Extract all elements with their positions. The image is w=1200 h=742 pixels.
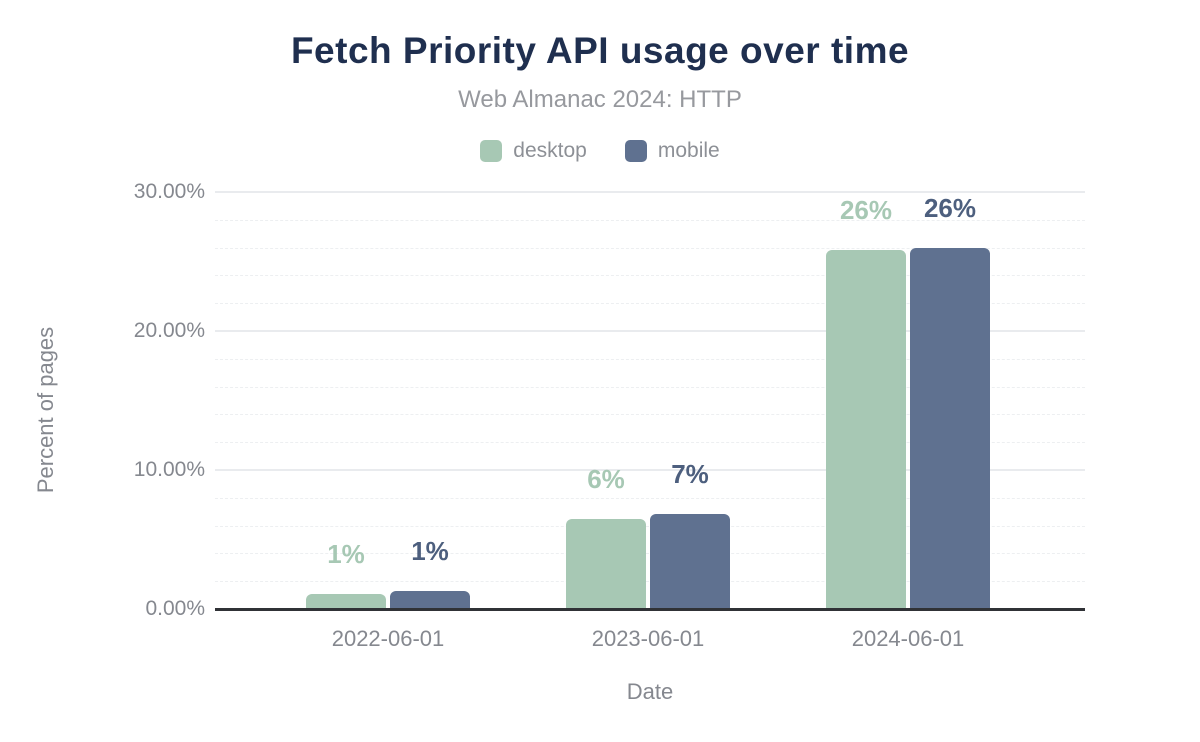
y-tick-label: 0.00%	[145, 597, 205, 620]
chart-subtitle: Web Almanac 2024: HTTP	[458, 86, 742, 113]
y-tick-label: 30.00%	[133, 180, 205, 203]
major-gridline	[215, 469, 1085, 471]
bar-value-label-mobile-2024-06-01: 26%	[923, 192, 977, 223]
bar-mobile-2024-06-01[interactable]	[910, 247, 990, 609]
y-tick-label: 20.00%	[133, 319, 205, 342]
x-axis-title: Date	[626, 679, 674, 704]
bar-desktop-2023-06-01[interactable]	[566, 518, 646, 609]
bar-desktop-2022-06-01[interactable]	[306, 593, 386, 609]
minor-gridline	[215, 303, 1085, 305]
legend-item-mobile[interactable]: mobile	[624, 139, 720, 163]
bar-value-label-desktop-2023-06-01: 6%	[587, 463, 625, 494]
legend-label-desktop: desktop	[513, 139, 587, 162]
legend: desktop mobile	[0, 139, 1200, 163]
x-tick-label: 2023-06-01	[591, 626, 705, 651]
mobile-swatch-icon	[624, 140, 647, 162]
minor-gridline	[215, 247, 1085, 249]
x-tick-label: 2024-06-01	[851, 626, 965, 651]
minor-gridline	[215, 219, 1085, 221]
bar-value-label-mobile-2023-06-01: 7%	[671, 459, 709, 490]
major-gridline	[215, 330, 1085, 332]
minor-gridline	[215, 358, 1085, 360]
bar-desktop-2024-06-01[interactable]	[826, 250, 906, 609]
minor-gridline	[215, 497, 1085, 499]
legend-item-desktop[interactable]: desktop	[480, 139, 587, 163]
bar-value-label-desktop-2024-06-01: 26%	[839, 195, 893, 226]
minor-gridline	[215, 414, 1085, 416]
desktop-swatch-icon	[480, 140, 503, 162]
y-axis-title: Percent of pages	[33, 326, 58, 494]
x-tick-label: 2022-06-01	[331, 626, 445, 651]
bar-mobile-2022-06-01[interactable]	[390, 590, 470, 609]
chart-title: Fetch Priority API usage over time	[290, 30, 910, 71]
y-tick-label: 10.00%	[133, 458, 205, 481]
minor-gridline	[215, 275, 1085, 277]
minor-gridline	[215, 442, 1085, 444]
x-axis-line	[215, 607, 1085, 611]
minor-gridline	[215, 386, 1085, 388]
major-gridline	[215, 191, 1085, 193]
legend-label-mobile: mobile	[657, 139, 720, 162]
bar-mobile-2023-06-01[interactable]	[650, 514, 730, 609]
bar-value-label-desktop-2022-06-01: 1%	[327, 538, 365, 569]
bar-value-label-mobile-2022-06-01: 1%	[411, 535, 449, 566]
